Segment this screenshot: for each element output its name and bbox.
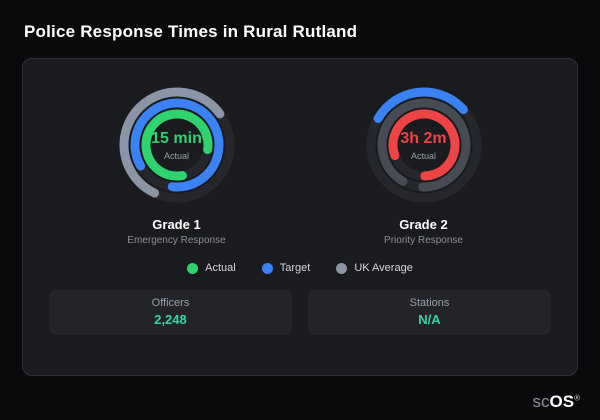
response-times-card: 15 min Actual Grade 1 Emergency Response	[22, 58, 578, 376]
legend-label: UK Average	[354, 262, 413, 274]
registered-mark: ®	[574, 393, 580, 403]
gauge-rings-grade-2: 3h 2m Actual	[362, 83, 486, 207]
gauge-grade-1: 15 min Actual Grade 1 Emergency Response	[67, 83, 287, 246]
legend-label: Target	[279, 262, 311, 274]
ring-actual	[141, 109, 212, 181]
stat-stations: Stations N/A	[308, 290, 551, 335]
stat-label: Officers	[151, 297, 190, 309]
gauge-title: Grade 1	[152, 217, 201, 232]
legend-dot-target	[261, 262, 273, 274]
stat-label: Stations	[409, 297, 450, 309]
gauge-value: 15 min	[151, 129, 202, 147]
ring-target	[130, 98, 223, 192]
brand-prefix: sc	[532, 392, 550, 411]
stat-officers: Officers 2,248	[49, 290, 292, 335]
gauge-chart-grade-1	[118, 87, 234, 203]
legend-item-actual[interactable]: Actual	[187, 262, 236, 274]
brand-suffix: OS	[549, 392, 575, 411]
legend-item-target[interactable]: Target	[261, 262, 311, 274]
legend: Actual Target UK Average	[23, 262, 577, 274]
legend-label: Actual	[205, 262, 236, 274]
gauge-chart-grade-2	[366, 87, 481, 203]
stat-value: N/A	[418, 312, 441, 327]
page-title: Police Response Times in Rural Rutland	[24, 22, 358, 41]
gauge-value: 3h 2m	[400, 129, 447, 147]
gauge-title: Grade 2	[399, 217, 448, 232]
stats-row: Officers 2,248 Stations N/A	[49, 290, 551, 335]
stat-value: 2,248	[154, 312, 187, 327]
ring-target	[366, 87, 481, 203]
gauge-center: 3h 2m Actual	[362, 83, 486, 207]
legend-dot-actual	[187, 262, 199, 274]
ring-uk-average	[118, 87, 234, 203]
legend-dot-uk-average	[336, 262, 348, 274]
gauge-rings-grade-1: 15 min Actual	[115, 83, 239, 207]
gauge-value-label: Actual	[163, 150, 189, 161]
legend-item-uk-average[interactable]: UK Average	[336, 262, 413, 274]
gauge-subtitle: Emergency Response	[127, 235, 226, 246]
gauge-grade-2: 3h 2m Actual Grade 2 Priority Response	[314, 83, 534, 246]
ring-uk-average	[377, 98, 470, 192]
gauge-subtitle: Priority Response	[384, 235, 463, 246]
ring-actual	[388, 109, 459, 181]
gauge-center: 15 min Actual	[115, 83, 239, 207]
brand-logo: scOS®	[533, 392, 580, 412]
gauges-row: 15 min Actual Grade 1 Emergency Response	[23, 59, 577, 246]
gauge-value-label: Actual	[410, 150, 436, 161]
